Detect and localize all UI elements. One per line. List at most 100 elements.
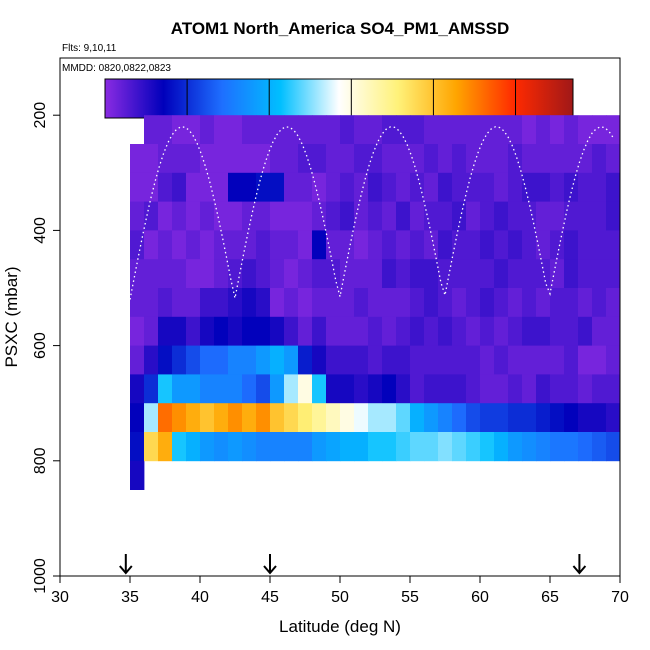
- y-tick-label: 600: [32, 332, 49, 359]
- heatmap-cell: [270, 345, 285, 375]
- heatmap-cell: [536, 403, 551, 433]
- heatmap-cell: [214, 316, 229, 346]
- heatmap-cell: [256, 259, 271, 289]
- heatmap-cell: [186, 259, 201, 289]
- heatmap-cell: [592, 345, 607, 375]
- heatmap-cell: [284, 403, 299, 433]
- heatmap-cell: [186, 316, 201, 346]
- heatmap-cell: [298, 432, 313, 462]
- heatmap-cell: [494, 288, 509, 318]
- heatmap-cell: [312, 345, 327, 375]
- heatmap-cell: [158, 115, 173, 145]
- heatmap-cell: [326, 403, 341, 433]
- x-axis: 30 35 40 45 50 55 60 65 70: [51, 576, 629, 606]
- heatmap-cell: [578, 316, 593, 346]
- heatmap-cell: [550, 432, 565, 462]
- heatmap-cell: [466, 230, 481, 260]
- x-tick-label: 60: [471, 589, 489, 606]
- heatmap-cell: [326, 316, 341, 346]
- heatmap-cell: [270, 201, 285, 231]
- heatmap-cell: [186, 345, 201, 375]
- heatmap-cell: [564, 316, 579, 346]
- heatmap-cell: [606, 316, 621, 346]
- x-tick-label: 65: [541, 589, 559, 606]
- heatmap-cell: [326, 201, 341, 231]
- x-axis-label: Latitude (deg N): [279, 617, 401, 636]
- heatmap-cell: [158, 230, 173, 260]
- heatmap-cell: [284, 230, 299, 260]
- down-arrow-head: [119, 565, 133, 575]
- heatmap-cell: [368, 172, 383, 202]
- heatmap-cell: [536, 201, 551, 231]
- chart-title: ATOM1 North_America SO4_PM1_AMSSD: [171, 19, 510, 38]
- heatmap-cell: [312, 288, 327, 318]
- heatmap-cell: [354, 403, 369, 433]
- heatmap-cell: [172, 403, 187, 433]
- heatmap-cell: [130, 172, 145, 202]
- heatmap-cell: [172, 144, 187, 174]
- heatmap-cell: [466, 144, 481, 174]
- heatmap-cell: [172, 288, 187, 318]
- heatmap-cell: [396, 403, 411, 433]
- heatmap-cell: [228, 345, 243, 375]
- heatmap-cell: [158, 172, 173, 202]
- heatmap-cell: [270, 432, 285, 462]
- heatmap-cell: [452, 345, 467, 375]
- heatmap-cell: [214, 172, 229, 202]
- heatmap-cell: [564, 172, 579, 202]
- flights-subtitle: Flts: 9,10,11: [62, 43, 117, 54]
- heatmap-cell: [186, 230, 201, 260]
- heatmap-cell: [312, 259, 327, 289]
- x-tick-label: 50: [331, 589, 349, 606]
- heatmap-cell: [522, 115, 537, 145]
- heatmap-cell: [522, 403, 537, 433]
- heatmap-cell: [186, 403, 201, 433]
- heatmap-cell: [312, 115, 327, 145]
- heatmap-cell: [130, 144, 145, 174]
- heatmap-cell: [522, 259, 537, 289]
- heatmap-cell: [480, 374, 495, 404]
- heatmap-cell: [382, 316, 397, 346]
- heatmap-cell: [340, 115, 355, 145]
- heatmap-cell: [312, 230, 327, 260]
- down-arrow-head: [572, 565, 587, 575]
- y-tick-label: 400: [32, 217, 49, 244]
- heatmap-cell: [172, 345, 187, 375]
- heatmap-cell: [130, 374, 145, 404]
- heatmap-cell: [186, 374, 201, 404]
- heatmap-cell: [368, 144, 383, 174]
- heatmap-cell: [298, 230, 313, 260]
- heatmap-cell: [494, 201, 509, 231]
- heatmap-cell: [452, 403, 467, 433]
- heatmap-cell: [536, 144, 551, 174]
- heatmap-cell: [536, 115, 551, 145]
- heatmap-cell: [480, 259, 495, 289]
- heatmap-cell: [438, 288, 453, 318]
- heatmap-cell: [494, 432, 509, 462]
- heatmap-cell: [354, 259, 369, 289]
- heatmap-cell: [214, 345, 229, 375]
- heatmap-cell: [130, 403, 145, 433]
- heatmap-cell: [186, 201, 201, 231]
- heatmap-cell: [382, 259, 397, 289]
- heatmap-cell: [186, 144, 201, 174]
- heatmap-cell: [606, 345, 621, 375]
- heatmap-cell: [438, 144, 453, 174]
- heatmap-cell: [354, 115, 369, 145]
- heatmap-cell: [158, 144, 173, 174]
- heatmap-cell: [340, 432, 355, 462]
- heatmap-cell: [508, 172, 523, 202]
- heatmap-cell: [228, 316, 243, 346]
- heatmap-cell: [508, 345, 523, 375]
- heatmap-cell: [284, 374, 299, 404]
- heatmap-cell: [256, 316, 271, 346]
- heatmap-cell: [550, 259, 565, 289]
- heatmap-cell: [410, 316, 425, 346]
- heatmap-cell: [550, 230, 565, 260]
- x-tick-label: 30: [51, 589, 69, 606]
- heatmap-cell: [256, 115, 271, 145]
- heatmap-cell: [522, 374, 537, 404]
- heatmap-cell: [242, 345, 257, 375]
- heatmap-cell: [466, 316, 481, 346]
- heatmap-cell: [326, 432, 341, 462]
